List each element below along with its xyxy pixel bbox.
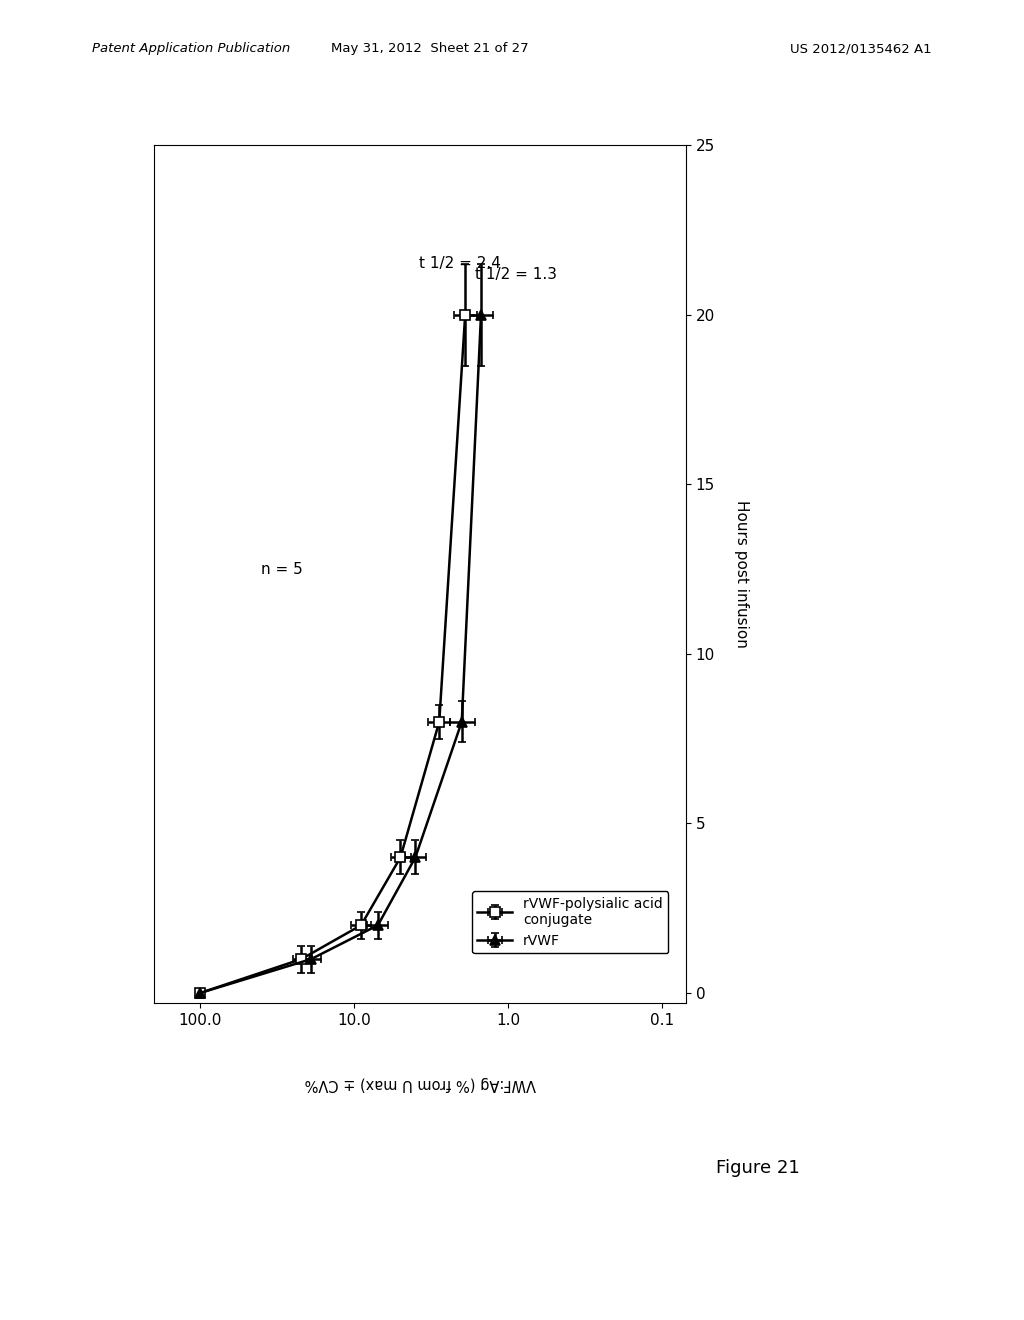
Text: Patent Application Publication: Patent Application Publication [92,42,291,55]
Text: VWF:Ag (% from U max) ± CV%: VWF:Ag (% from U max) ± CV% [304,1076,536,1090]
Legend: rVWF-polysialic acid
conjugate, rVWF: rVWF-polysialic acid conjugate, rVWF [472,891,669,953]
Text: t 1/2 = 1.3: t 1/2 = 1.3 [475,267,557,281]
Text: US 2012/0135462 A1: US 2012/0135462 A1 [791,42,932,55]
Y-axis label: Hours post infusion: Hours post infusion [734,500,750,648]
Text: May 31, 2012  Sheet 21 of 27: May 31, 2012 Sheet 21 of 27 [332,42,528,55]
Text: t 1/2 = 2.4: t 1/2 = 2.4 [419,256,501,272]
Text: Figure 21: Figure 21 [716,1159,800,1177]
Text: n = 5: n = 5 [261,561,303,577]
